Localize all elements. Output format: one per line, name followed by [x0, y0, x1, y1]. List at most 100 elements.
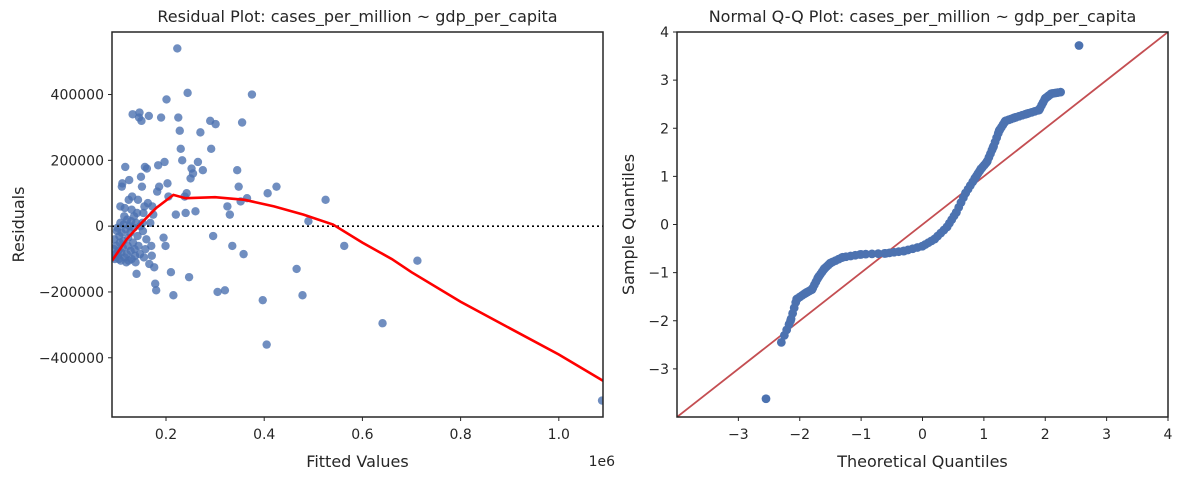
- residual-point: [193, 157, 203, 167]
- residual-point: [118, 179, 127, 188]
- qq-plot-title: Normal Q-Q Plot: cases_per_million ~ gdp…: [709, 7, 1137, 27]
- qq-plot-panel: −3 −2 −1 0 1 2 3 4 −3 −2 −1 0 1 2 3 4 Normal Q-Q Plot:…: [619, 7, 1173, 471]
- qq-y-axis-label: Sample Quantiles: [619, 154, 638, 295]
- qq-y-tick-label: 4: [660, 25, 669, 41]
- qq-point: [873, 249, 883, 259]
- residual-point: [263, 189, 272, 198]
- residual-point: [258, 295, 267, 305]
- residual-point: [206, 144, 216, 154]
- residual-point: [132, 269, 141, 279]
- qq-y-tick-label: −1: [648, 266, 669, 282]
- residual-point: [151, 286, 161, 295]
- residual-point: [223, 202, 232, 211]
- residual-point: [321, 195, 330, 205]
- residual-point: [174, 113, 183, 122]
- residual-point: [213, 287, 222, 297]
- residual-point: [171, 210, 181, 219]
- qq-point: [1074, 41, 1084, 50]
- qq-x-tick-label: 0: [918, 427, 927, 443]
- residual-point: [150, 263, 159, 272]
- residual-point: [304, 217, 313, 226]
- residual-point: [121, 162, 130, 172]
- qq-plot-area: [677, 32, 1168, 417]
- qq-point: [1053, 88, 1062, 98]
- qq-y-tick-label: 2: [660, 121, 669, 137]
- residual-plot-frame: [111, 31, 604, 418]
- residual-point: [196, 128, 205, 137]
- residual-point: [159, 233, 168, 242]
- qq-point: [867, 249, 877, 259]
- residual-y-ticks: −400000 −200000 0 200000 400000: [39, 88, 112, 367]
- residual-point: [166, 268, 176, 277]
- residual-point: [135, 108, 144, 117]
- qq-y-tick-label: −2: [648, 314, 669, 330]
- residual-point: [184, 272, 194, 282]
- residual-point: [228, 241, 237, 251]
- residual-point: [262, 340, 271, 349]
- residual-point: [162, 95, 171, 104]
- residual-plot-area: [112, 44, 603, 405]
- residual-y-tick-label: 0: [95, 219, 104, 235]
- residual-point: [198, 166, 208, 175]
- residual-point: [225, 210, 235, 219]
- residual-x-axis-label: Fitted Values: [306, 452, 408, 471]
- residual-point: [173, 44, 182, 53]
- residual-point: [154, 182, 164, 191]
- residual-point: [340, 241, 349, 251]
- qq-x-tick-label: −3: [728, 427, 749, 443]
- residual-x-ticks: 0.2 0.4 0.6 0.8 1.0: [155, 417, 570, 443]
- residual-point: [132, 208, 142, 218]
- residual-point: [144, 111, 154, 121]
- qq-y-tick-label: 3: [660, 73, 669, 89]
- residual-y-axis-label: Residuals: [9, 187, 28, 263]
- qq-x-ticks: −3 −2 −1 0 1 2 3 4: [728, 417, 1173, 443]
- residual-point: [233, 166, 242, 175]
- residual-point: [208, 231, 218, 241]
- qq-point: [861, 249, 871, 259]
- qq-x-tick-label: 2: [1041, 427, 1050, 443]
- residual-point: [139, 253, 149, 262]
- residual-x-tick-label: 0.8: [449, 427, 471, 443]
- residual-point: [161, 241, 170, 251]
- residual-x-tick-label: 0.6: [351, 427, 373, 443]
- qq-point: [761, 394, 771, 404]
- residual-y-tick-label: 200000: [51, 153, 104, 169]
- residual-point: [237, 118, 247, 127]
- residual-point: [134, 241, 143, 251]
- residual-x-tick-label: 1.0: [548, 427, 570, 443]
- residual-point: [178, 156, 187, 165]
- residual-point: [272, 182, 281, 191]
- residual-point: [142, 235, 151, 244]
- residual-point: [133, 231, 142, 241]
- residual-point: [182, 189, 191, 198]
- residual-point: [597, 396, 603, 405]
- qq-point: [776, 338, 786, 347]
- qq-y-tick-label: 0: [660, 218, 669, 234]
- residual-point: [292, 264, 301, 274]
- residual-point: [413, 256, 422, 265]
- residual-point: [142, 164, 152, 173]
- residual-point: [146, 218, 155, 228]
- residual-y-tick-label: 400000: [51, 88, 104, 104]
- residual-point: [151, 279, 160, 288]
- residual-point: [138, 226, 148, 236]
- qq-x-axis-label: Theoretical Quantiles: [836, 452, 1008, 471]
- residual-point: [120, 203, 129, 213]
- qq-y-tick-label: −3: [648, 362, 669, 378]
- residual-point: [188, 169, 198, 178]
- residual-point: [169, 291, 178, 300]
- residual-point: [153, 161, 163, 170]
- residual-point: [298, 291, 307, 300]
- residual-point: [183, 88, 192, 98]
- residual-point: [220, 286, 230, 295]
- residual-x-tick-label: 0.4: [253, 427, 275, 443]
- residual-point: [136, 172, 146, 181]
- residual-plot-title: Residual Plot: cases_per_million ~ gdp_p…: [157, 7, 557, 27]
- residual-point: [247, 90, 257, 99]
- residual-point: [160, 157, 169, 167]
- residual-y-tick-label: −200000: [39, 285, 104, 301]
- residual-point: [234, 182, 243, 191]
- residual-point: [139, 208, 148, 218]
- residual-point: [191, 207, 200, 216]
- residual-plot-panel: 0.2 0.4 0.6 0.8 1.0 −400000 −200000 0 200000 400…: [9, 7, 615, 471]
